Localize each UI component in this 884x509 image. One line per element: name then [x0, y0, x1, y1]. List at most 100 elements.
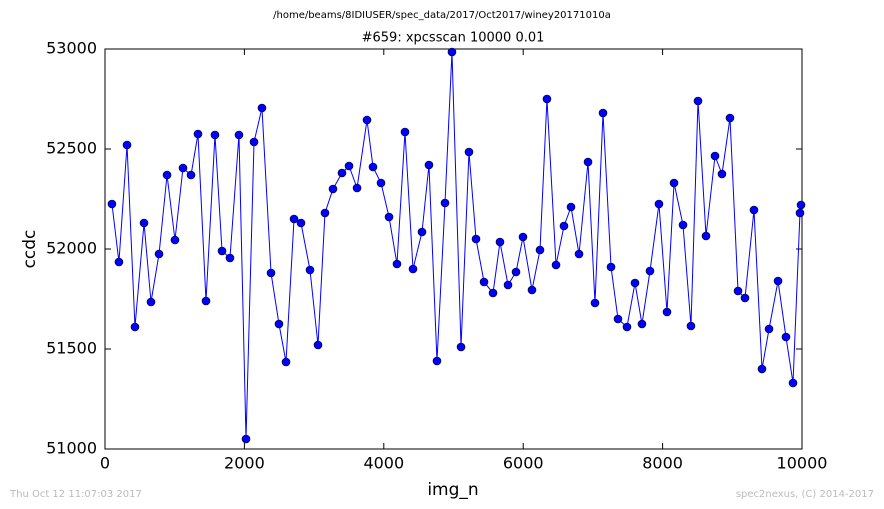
data-point — [471, 234, 481, 244]
data-point — [313, 340, 323, 350]
data-point — [464, 147, 474, 157]
data-point — [266, 268, 276, 278]
data-point — [788, 378, 798, 388]
footer-left: Thu Oct 12 11:07:03 2017 — [9, 489, 142, 500]
data-point — [583, 157, 593, 167]
data-point — [662, 307, 672, 317]
data-point — [606, 262, 616, 272]
data-point — [733, 286, 743, 296]
data-point — [757, 364, 767, 374]
data-point — [669, 178, 679, 188]
data-point — [598, 108, 608, 118]
data-point — [559, 221, 569, 231]
data-point — [574, 249, 584, 259]
data-point — [320, 208, 330, 218]
data-point — [337, 168, 347, 178]
x-tick-label: 8000 — [642, 454, 683, 473]
data-point — [725, 113, 735, 123]
data-point — [257, 103, 267, 113]
data-point — [368, 162, 378, 172]
data-point — [305, 265, 315, 275]
data-point — [392, 259, 402, 269]
data-point — [178, 163, 188, 173]
data-point — [114, 257, 124, 267]
data-point — [432, 356, 442, 366]
data-point — [495, 237, 505, 247]
x-tick-label: 10000 — [777, 454, 828, 473]
data-point — [503, 280, 513, 290]
data-point — [362, 115, 372, 125]
data-point — [488, 288, 498, 298]
data-point — [107, 199, 117, 209]
data-point — [479, 277, 489, 287]
data-point — [210, 130, 220, 140]
data-point — [773, 276, 783, 286]
data-point — [274, 319, 284, 329]
data-point — [154, 249, 164, 259]
data-point — [637, 319, 647, 329]
data-point — [281, 357, 291, 367]
x-tick-label: 6000 — [503, 454, 544, 473]
y-tick-label: 52000 — [46, 239, 97, 258]
data-point — [186, 170, 196, 180]
data-point — [376, 178, 386, 188]
data-point — [781, 332, 791, 342]
data-point — [654, 199, 664, 209]
data-point — [795, 208, 805, 218]
data-point — [170, 235, 180, 245]
data-point — [241, 434, 251, 444]
y-axis-label: ccdc — [20, 230, 40, 269]
data-point — [613, 314, 623, 324]
data-point — [201, 296, 211, 306]
data-point — [225, 253, 235, 263]
footer-right: spec2nexus, (C) 2014-2017 — [736, 489, 874, 500]
data-point — [193, 129, 203, 139]
data-point — [645, 266, 655, 276]
data-point — [217, 246, 227, 256]
data-point — [678, 220, 688, 230]
data-point — [551, 260, 561, 270]
data-point — [701, 231, 711, 241]
data-point — [796, 200, 806, 210]
data-point — [296, 218, 306, 228]
data-point — [740, 293, 750, 303]
data-point — [234, 130, 244, 140]
data-line — [111, 51, 802, 440]
chart-title: #659: xpcsscan 10000 0.01 — [362, 31, 545, 46]
data-point — [764, 324, 774, 334]
data-point — [400, 127, 410, 137]
y-tick-label: 51500 — [46, 339, 97, 358]
y-tick-label: 52500 — [46, 139, 97, 158]
data-point — [527, 285, 537, 295]
data-point — [693, 96, 703, 106]
data-point — [566, 202, 576, 212]
data-point — [352, 183, 362, 193]
data-point — [535, 245, 545, 255]
suptitle: /home/beams/8IDIUSER/spec_data/2017/Oct2… — [273, 10, 611, 21]
data-point — [447, 47, 457, 57]
x-tick-label: 2000 — [224, 454, 265, 473]
data-point — [289, 214, 299, 224]
data-point — [511, 267, 521, 277]
data-point — [328, 184, 338, 194]
y-tick-label: 51000 — [46, 439, 97, 458]
data-point — [249, 137, 259, 147]
data-point — [130, 322, 140, 332]
data-point — [408, 264, 418, 274]
x-tick-label: 4000 — [363, 454, 404, 473]
x-tick-label: 0 — [100, 454, 110, 473]
data-point — [622, 322, 632, 332]
data-point — [518, 232, 528, 242]
data-point — [139, 218, 149, 228]
data-point — [686, 321, 696, 331]
data-point — [162, 170, 172, 180]
data-point — [122, 140, 132, 150]
data-point — [424, 160, 434, 170]
data-point — [630, 278, 640, 288]
data-point — [749, 205, 759, 215]
data-point — [344, 161, 354, 171]
data-point — [710, 151, 720, 161]
data-point — [417, 227, 427, 237]
